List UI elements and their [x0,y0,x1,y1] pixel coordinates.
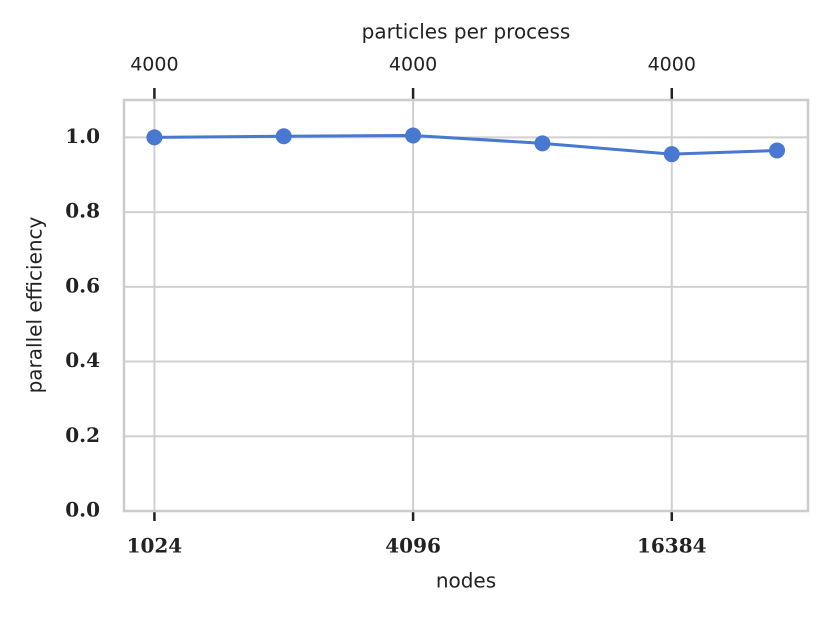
series-line [154,133,778,156]
plot-frame [122,98,810,513]
data-point [663,146,680,163]
y-tick-label: 1.0 [65,124,100,148]
data-point [534,135,551,152]
y-tick-label: 0.4 [65,348,100,372]
data-point [769,142,786,159]
y-tick-label: 0.8 [65,199,100,223]
data-point [146,129,163,146]
top-tick-label: 4000 [389,54,437,76]
x-tick-label: 1024 [127,534,183,558]
top-tick-label: 4000 [648,54,696,76]
y-axis-label: parallel efficiency [23,216,47,393]
x-tick-label: 16384 [637,534,707,558]
y-tick-label: 0.0 [65,498,100,522]
data-point [275,128,292,145]
y-tick-label: 0.6 [65,273,100,297]
x-axis-label: nodes [436,569,496,593]
x-tick-label: 4096 [385,534,441,558]
top-axis-label: particles per process [362,20,571,44]
y-tick-label: 0.2 [65,423,100,447]
data-point [405,127,422,144]
top-tick-label: 4000 [130,54,178,76]
